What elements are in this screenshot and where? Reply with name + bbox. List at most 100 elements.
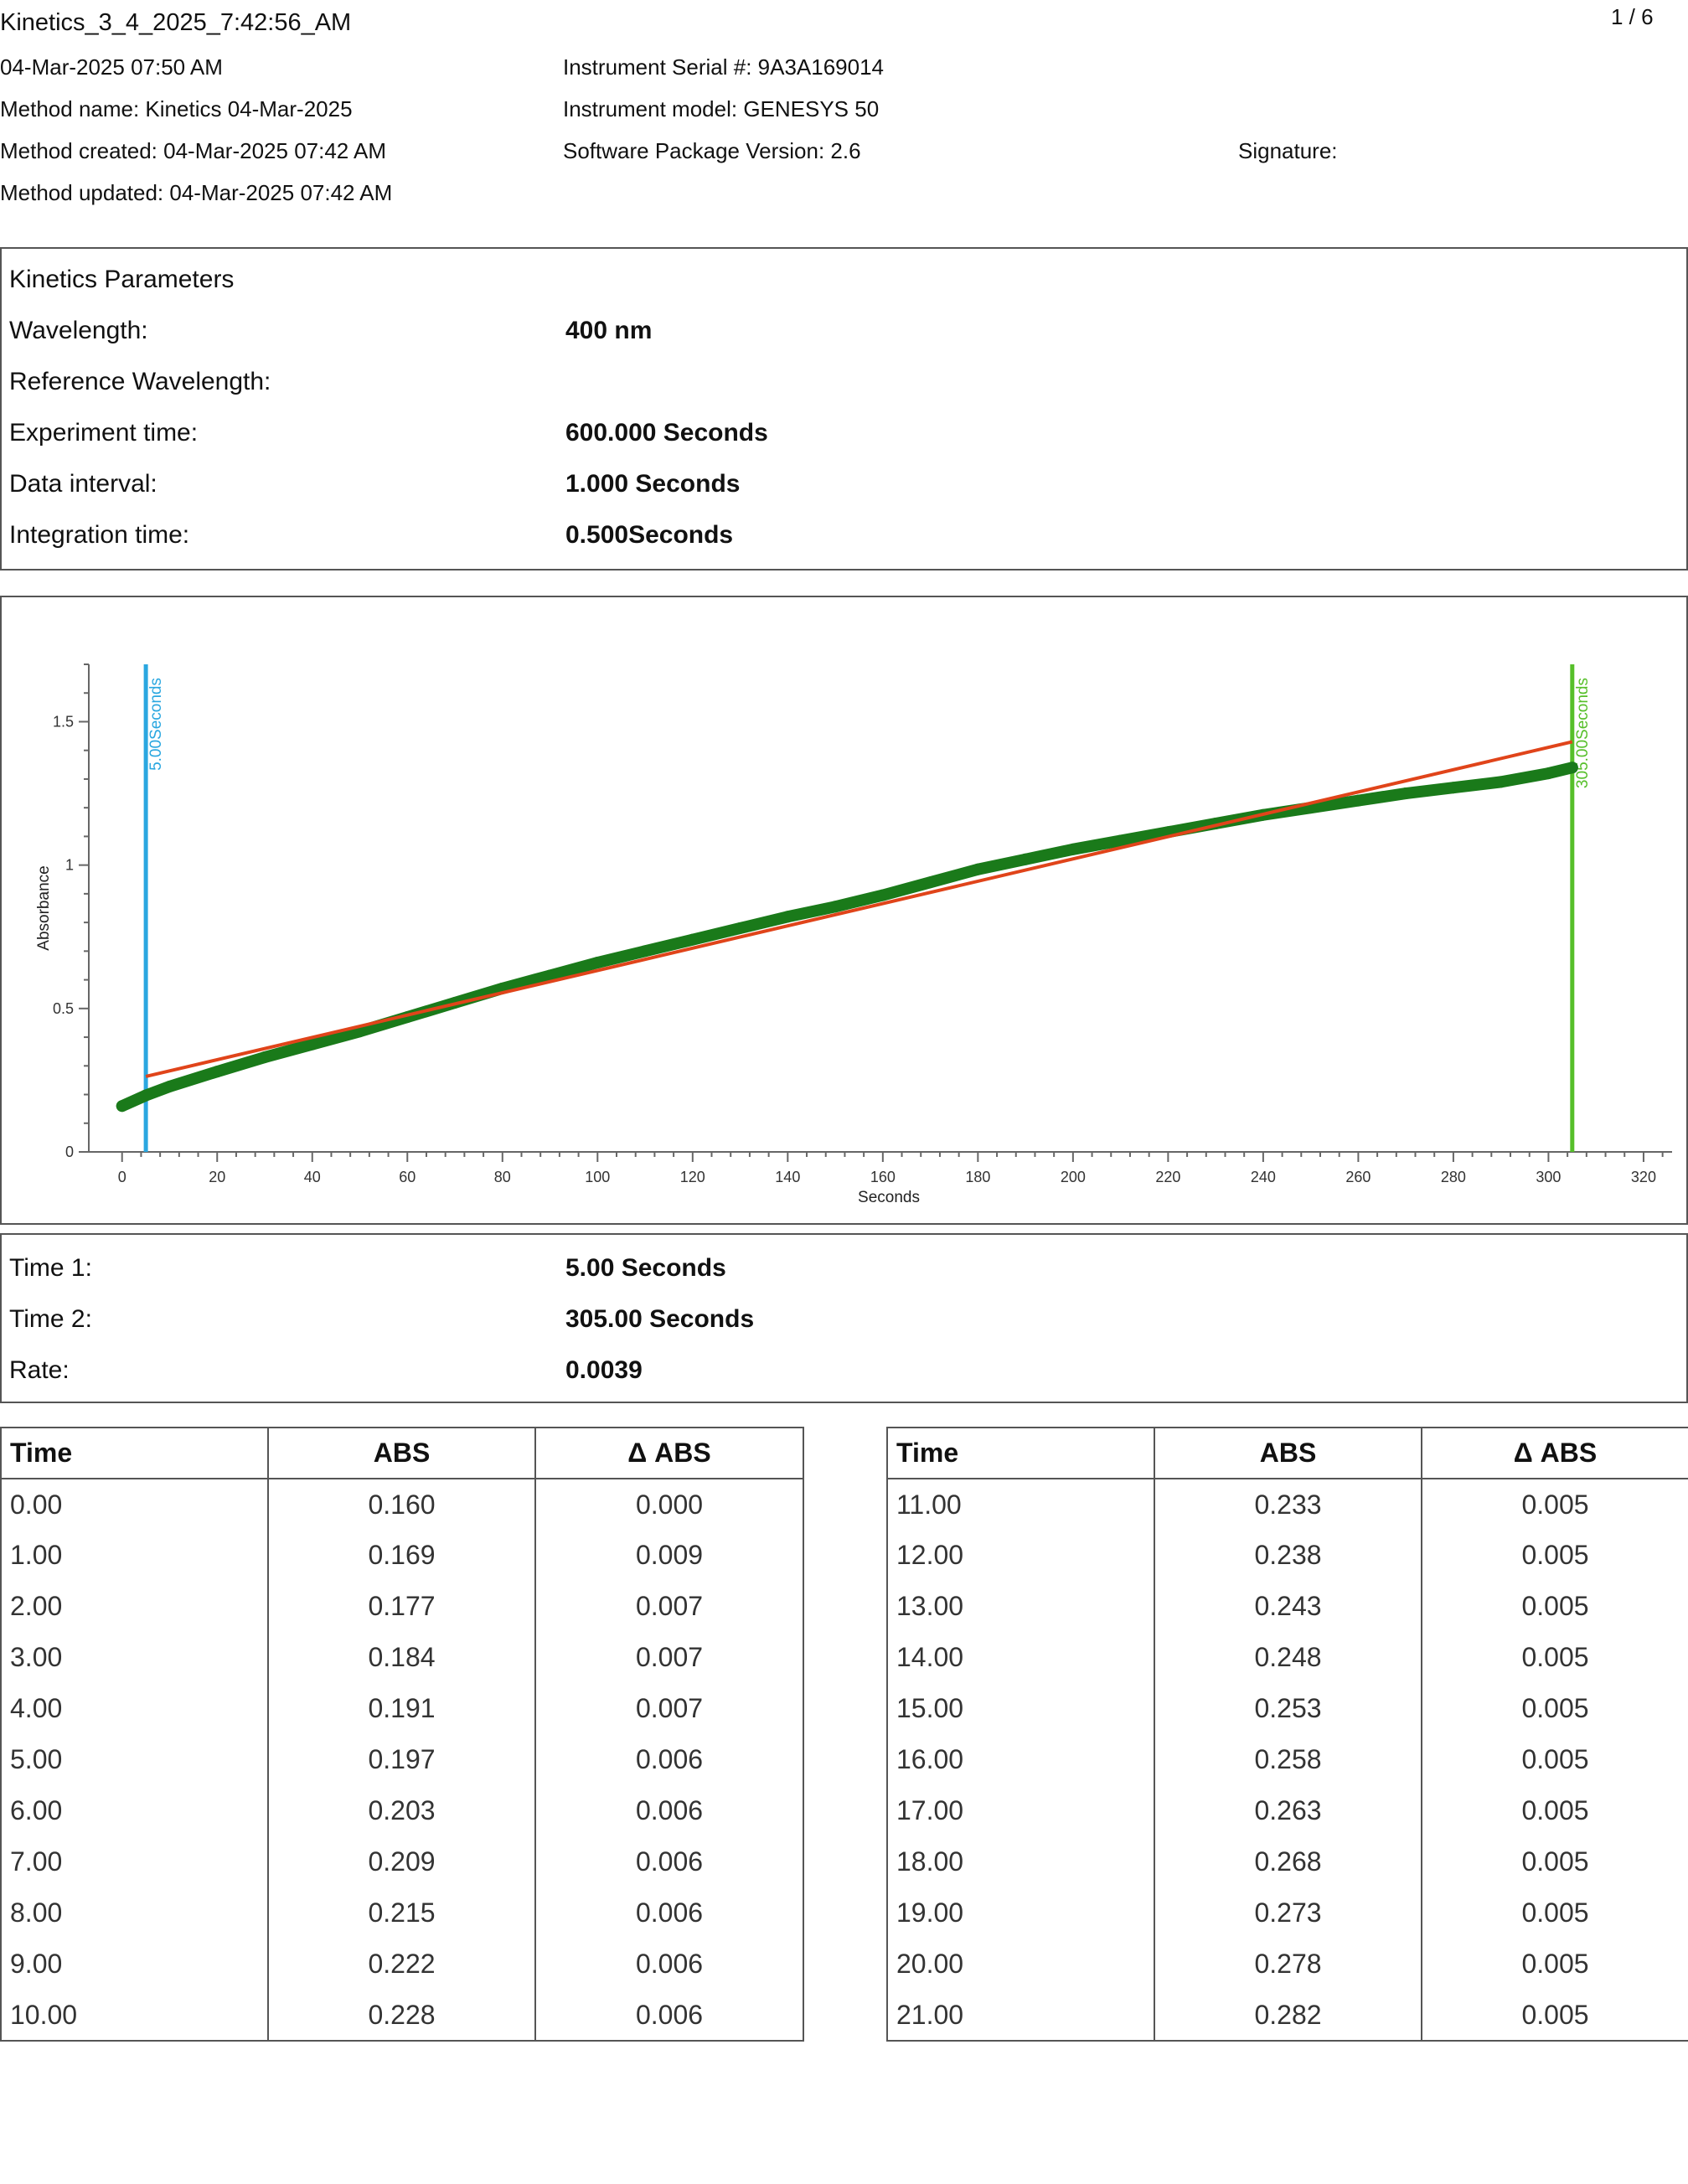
y-axis-label: Absorbance <box>35 865 53 950</box>
column-header-abs: ABS <box>1154 1427 1422 1479</box>
cell-time: 13.00 <box>886 1581 1155 1632</box>
cell-delta-abs: 0.005 <box>1421 1581 1688 1632</box>
table-row: 11.00 0.233 0.005 <box>886 1479 1688 1530</box>
result-value: 5.00 Seconds <box>565 1254 726 1282</box>
y-tick-label: 0 <box>65 1144 74 1160</box>
result-label: Time 1: <box>9 1254 92 1282</box>
result-label: Time 2: <box>9 1305 92 1333</box>
parameters-heading: Kinetics Parameters <box>9 266 235 293</box>
cell-delta-abs: 0.007 <box>534 1683 804 1734</box>
table-row: 4.00 0.191 0.007 <box>0 1683 804 1734</box>
cell-time: 4.00 <box>0 1683 269 1734</box>
table-row: 21.00 0.282 0.005 <box>886 1990 1688 2042</box>
table-row: 5.00 0.197 0.006 <box>0 1734 804 1785</box>
x-tick-label: 20 <box>209 1169 225 1185</box>
cell-time: 12.00 <box>886 1530 1155 1581</box>
cell-time: 18.00 <box>886 1836 1155 1887</box>
absorbance-data-point <box>544 969 556 982</box>
cell-time: 10.00 <box>0 1990 269 2042</box>
absorbance-data-point <box>211 1066 224 1078</box>
cell-delta-abs: 0.006 <box>534 1939 804 1990</box>
absorbance-data-point <box>782 911 794 923</box>
cell-abs: 0.248 <box>1154 1632 1422 1683</box>
absorbance-data-point <box>591 957 604 969</box>
cell-delta-abs: 0.005 <box>1421 1785 1688 1836</box>
table-row: 1.00 0.169 0.009 <box>0 1530 804 1581</box>
absorbance-data-point <box>1352 794 1365 807</box>
cell-delta-abs: 0.005 <box>1421 1990 1688 2042</box>
x-tick-label: 0 <box>118 1169 126 1185</box>
cell-abs: 0.215 <box>267 1887 536 1939</box>
cell-abs: 0.278 <box>1154 1939 1422 1990</box>
time-marker-label: 305.00Seconds <box>1574 678 1592 788</box>
table-row: 13.00 0.243 0.005 <box>886 1581 1688 1632</box>
x-axis-label: Seconds <box>858 1189 920 1206</box>
column-header-delta-abs: Δ ABS <box>534 1427 804 1479</box>
cell-time: 3.00 <box>0 1632 269 1683</box>
cell-abs: 0.184 <box>267 1632 536 1683</box>
cell-delta-abs: 0.006 <box>534 1734 804 1785</box>
cell-abs: 0.273 <box>1154 1887 1422 1939</box>
method-updated: Method updated: 04-Mar-2025 07:42 AM <box>0 180 393 205</box>
cell-delta-abs: 0.005 <box>1421 1887 1688 1939</box>
page-number: 1 / 6 <box>1611 4 1654 29</box>
column-header-time: Time <box>886 1427 1155 1479</box>
cell-time: 9.00 <box>0 1939 269 1990</box>
cell-abs: 0.160 <box>267 1479 536 1530</box>
x-tick-label: 100 <box>585 1169 610 1185</box>
cell-abs: 0.177 <box>267 1581 536 1632</box>
param-label: Reference Wavelength: <box>9 368 271 395</box>
param-label: Data interval: <box>9 470 157 498</box>
cell-abs: 0.169 <box>267 1530 536 1581</box>
rate-fit-line <box>145 740 1573 1078</box>
absorbance-data-point <box>972 863 984 875</box>
cell-abs: 0.268 <box>1154 1836 1422 1887</box>
x-tick-label: 300 <box>1536 1169 1561 1185</box>
cell-delta-abs: 0.006 <box>534 1990 804 2042</box>
cell-abs: 0.238 <box>1154 1530 1422 1581</box>
absorbance-data-point <box>1066 843 1079 855</box>
cell-abs: 0.282 <box>1154 1990 1422 2042</box>
table-row: 20.00 0.278 0.005 <box>886 1939 1688 1990</box>
cell-time: 8.00 <box>0 1887 269 1939</box>
kinetics-chart: 0 0.5 1 1.5 0 20 40 60 80 100 120 140 160 180 200 220 24… <box>35 663 1672 1206</box>
method-created: Method created: 04-Mar-2025 07:42 AM <box>0 138 387 163</box>
x-tick-label: 200 <box>1061 1169 1086 1185</box>
x-tick-label: 240 <box>1251 1169 1276 1185</box>
absorbance-data-point <box>140 1089 152 1102</box>
report-title: Kinetics_3_4_2025_7:42:56_AM <box>0 9 352 36</box>
cell-time: 1.00 <box>0 1530 269 1581</box>
x-tick-label: 140 <box>775 1169 800 1185</box>
param-value: 0.500Seconds <box>565 521 734 549</box>
param-label: Integration time: <box>9 521 190 549</box>
cell-abs: 0.209 <box>267 1836 536 1887</box>
cell-delta-abs: 0.005 <box>1421 1479 1688 1530</box>
x-tick-label: 80 <box>494 1169 511 1185</box>
kinetics-parameters-panel: Kinetics Parameters Wavelength: 400 nm R… <box>0 247 1688 571</box>
cell-delta-abs: 0.009 <box>534 1530 804 1581</box>
column-header-delta-abs: Δ ABS <box>1421 1427 1688 1479</box>
table-row: 7.00 0.209 0.006 <box>0 1836 804 1887</box>
absorbance-data-point <box>1566 762 1578 774</box>
column-header-time: Time <box>0 1427 269 1479</box>
param-value: 1.000 Seconds <box>565 470 741 498</box>
cell-delta-abs: 0.006 <box>534 1887 804 1939</box>
cell-delta-abs: 0.000 <box>534 1479 804 1530</box>
report-timestamp: 04-Mar-2025 07:50 AM <box>0 54 223 80</box>
absorbance-data-point <box>116 1100 128 1113</box>
cell-time: 15.00 <box>886 1683 1155 1734</box>
cell-time: 17.00 <box>886 1785 1155 1836</box>
table-row: 3.00 0.184 0.007 <box>0 1632 804 1683</box>
table-row: 16.00 0.258 0.005 <box>886 1734 1688 1785</box>
cell-abs: 0.197 <box>267 1734 536 1785</box>
cell-delta-abs: 0.005 <box>1421 1683 1688 1734</box>
x-tick-label: 160 <box>870 1169 896 1185</box>
y-tick-label: 0.5 <box>53 1000 74 1017</box>
cell-delta-abs: 0.005 <box>1421 1734 1688 1785</box>
table-header-row: Time ABS Δ ABS <box>0 1427 804 1479</box>
x-tick-label: 220 <box>1155 1169 1180 1185</box>
column-header-abs: ABS <box>267 1427 536 1479</box>
table-row: 10.00 0.228 0.006 <box>0 1990 804 2042</box>
cell-abs: 0.191 <box>267 1683 536 1734</box>
param-value: 400 nm <box>565 317 653 344</box>
